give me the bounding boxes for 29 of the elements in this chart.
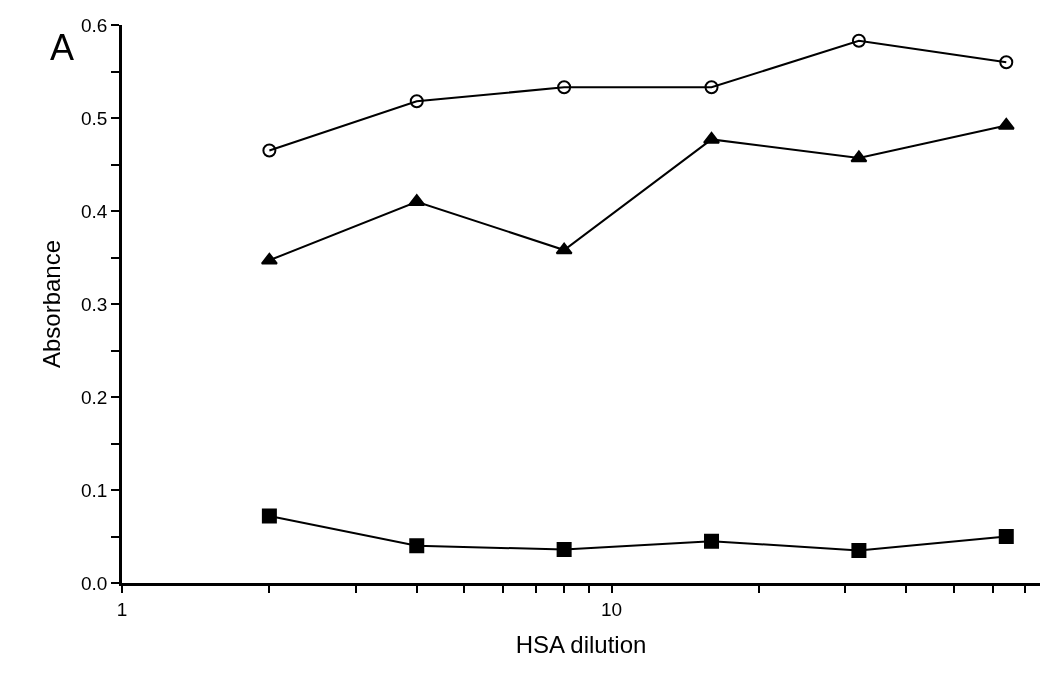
text: A xyxy=(50,27,75,68)
y-tick-label: 0.4 xyxy=(81,200,108,222)
point xyxy=(997,117,1015,130)
y-tick-label: 0.5 xyxy=(81,107,108,129)
point xyxy=(409,538,425,554)
point xyxy=(555,242,573,255)
point xyxy=(557,80,572,95)
point xyxy=(261,508,277,524)
point xyxy=(998,529,1014,544)
point xyxy=(703,131,721,144)
point xyxy=(851,542,867,558)
point xyxy=(262,143,277,158)
point xyxy=(260,252,278,265)
y-tick-label: 0.3 xyxy=(81,293,108,315)
point xyxy=(556,542,572,558)
y-tick-label: 0.2 xyxy=(81,386,108,408)
point xyxy=(409,94,424,109)
y-axis-title: Absorbance xyxy=(38,239,66,369)
x-tick-label: 1 xyxy=(116,598,128,620)
x-tick-label: 10 xyxy=(601,598,623,620)
y-tick-label: 0.1 xyxy=(81,479,108,501)
point xyxy=(704,80,719,95)
x-axis-title: HSA dilution xyxy=(515,630,647,658)
y-tick-label: 0.6 xyxy=(81,14,108,36)
y-tick-label: 0.0 xyxy=(81,572,108,594)
point xyxy=(851,33,866,48)
point xyxy=(999,55,1014,70)
point xyxy=(850,150,868,163)
point xyxy=(704,533,720,549)
